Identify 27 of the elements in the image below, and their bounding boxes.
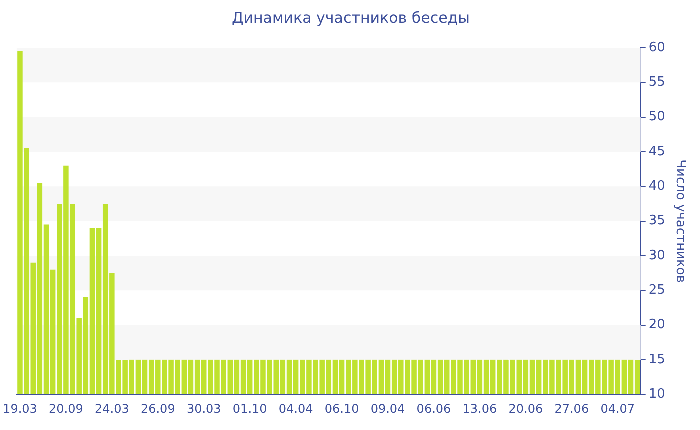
y-tick-label: 30 [648, 248, 666, 264]
x-tick-label: 13.06 [462, 402, 498, 416]
y-tick-label: 55 [648, 75, 666, 90]
x-tick-label: 20.06 [508, 402, 544, 416]
x-tick-label: 04.07 [600, 402, 636, 416]
y-tick-label: 20 [648, 318, 666, 333]
x-tick-label: 19.03 [3, 402, 38, 416]
y-tick-label: 10 [648, 386, 666, 402]
y-tick-label: 25 [648, 282, 666, 298]
y-tick-label: 50 [648, 110, 666, 125]
y-tick-label: 15 [648, 352, 666, 368]
chart-title: Динамика участников беседы [232, 8, 470, 27]
x-tick-label: 30.03 [186, 402, 222, 416]
x-tick-label: 06.06 [416, 402, 452, 416]
x-tick-label: 09.04 [370, 402, 406, 416]
x-tick-label: 24.03 [94, 402, 130, 416]
x-tick-label: 04.04 [278, 402, 314, 416]
x-tick-label: 01.10 [232, 402, 268, 416]
x-tick-label: 26.09 [140, 402, 176, 416]
y-tick-label: 40 [648, 179, 666, 194]
y-tick-label: 45 [648, 144, 666, 160]
y-tick-label: 35 [648, 214, 666, 229]
x-tick-label: 27.06 [554, 402, 590, 416]
y-axis-title: Число участников [672, 160, 688, 283]
x-tick-label: 06.10 [324, 402, 360, 416]
y-tick-label: 60 [648, 40, 666, 56]
x-tick-label: 20.09 [49, 402, 84, 416]
